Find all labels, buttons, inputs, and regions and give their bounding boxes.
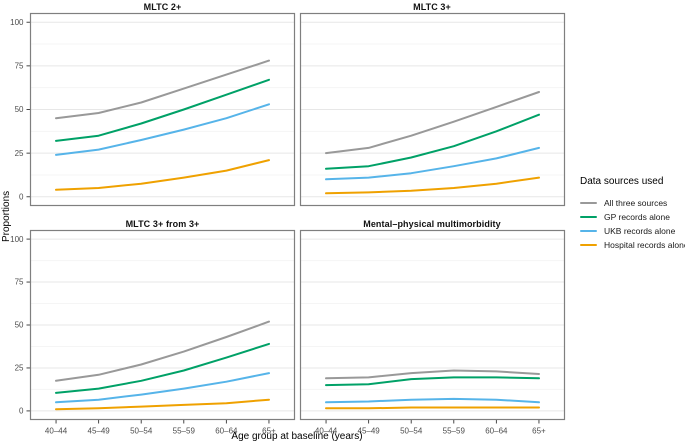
series-line-ukb-records-alone	[55, 103, 270, 156]
panel-title-mental-physical: Mental–physical multimorbidity	[363, 219, 501, 229]
x-tick-label: 60–64	[215, 427, 238, 436]
series-line-gp-records-alone	[55, 342, 270, 394]
y-tick-label: 100	[10, 18, 24, 27]
x-tick-label: 65+	[532, 427, 546, 436]
legend-key-line-icon	[580, 201, 597, 205]
series-line-hospital-records-alone	[325, 406, 540, 410]
panel-title-mltc-3plus-from-3plus: MLTC 3+ from 3+	[125, 219, 200, 229]
series-line-hospital-records-alone	[55, 159, 270, 191]
legend-item-label: All three sources	[604, 198, 668, 208]
x-tick-label: 55–59	[173, 427, 196, 436]
legend-key-line-icon	[580, 243, 597, 247]
series-line-gp-records-alone	[325, 376, 540, 387]
panel-border	[299, 229, 566, 421]
x-tick-label: 65+	[262, 427, 276, 436]
legend-key-line-icon	[580, 229, 597, 233]
x-tick-label: 50–54	[130, 427, 153, 436]
x-axis-title: Age group at baseline (years)	[231, 431, 363, 442]
legend-item-ukb-records: UKB records alone	[580, 224, 685, 238]
y-tick-label: 75	[15, 278, 24, 287]
series-line-hospital-records-alone	[325, 176, 540, 195]
y-tick-label: 0	[19, 192, 24, 201]
y-axis-title: Proportions	[1, 190, 12, 243]
series-line-ukb-records-alone	[325, 146, 540, 181]
legend-item-label: Hospital records alone	[604, 240, 685, 250]
series-line-hospital-records-alone	[55, 398, 270, 411]
legend-item-hospital-records: Hospital records alone	[580, 238, 685, 252]
y-tick-label: 25	[15, 149, 24, 158]
y-tick-label: 100	[10, 235, 24, 244]
panel-border	[29, 229, 296, 421]
panel-title-mltc-3plus: MLTC 3+	[413, 2, 451, 12]
x-tick-label: 45–49	[88, 427, 111, 436]
y-tick-label: 75	[15, 62, 24, 71]
y-tick-label: 50	[15, 321, 24, 330]
panel-border	[299, 12, 566, 207]
x-tick-label: 40–44	[45, 427, 68, 436]
x-tick-label: 45–49	[358, 427, 381, 436]
series-line-gp-records-alone	[55, 78, 270, 142]
x-tick-label: 60–64	[485, 427, 508, 436]
legend-item-label: UKB records alone	[604, 226, 676, 236]
panel-border	[29, 12, 296, 207]
series-line-all-three-sources	[325, 91, 540, 155]
x-tick-label: 55–59	[443, 427, 466, 436]
panel-title-mltc-2plus: MLTC 2+	[143, 2, 182, 12]
series-line-all-three-sources	[325, 369, 540, 380]
legend-title: Data sources used	[580, 176, 664, 187]
x-tick-label: 50–54	[400, 427, 423, 436]
legend-key-line-icon	[580, 215, 597, 219]
y-tick-label: 25	[15, 364, 24, 373]
series-line-all-three-sources	[55, 59, 270, 120]
x-tick-label: 40–44	[315, 427, 338, 436]
legend-item-label: GP records alone	[604, 212, 670, 222]
legend-item-gp-records: GP records alone	[580, 210, 685, 224]
y-tick-label: 50	[15, 105, 24, 114]
series-line-ukb-records-alone	[55, 372, 270, 404]
legend: Data sources used All three sources GP r…	[580, 176, 685, 252]
y-tick-label: 0	[19, 407, 24, 416]
series-line-all-three-sources	[55, 320, 270, 382]
series-line-gp-records-alone	[325, 113, 540, 170]
legend-item-all-three-sources: All three sources	[580, 196, 685, 210]
series-line-ukb-records-alone	[325, 397, 540, 404]
